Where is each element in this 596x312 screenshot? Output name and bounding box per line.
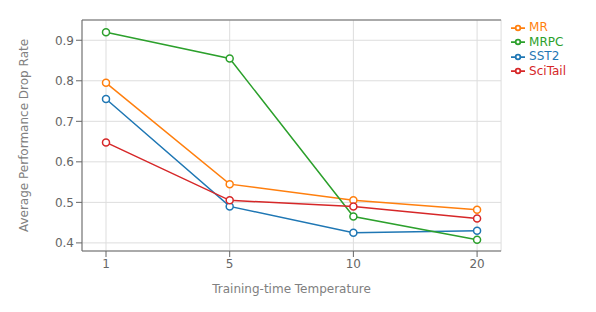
svg-text:0.6: 0.6 xyxy=(55,155,74,169)
svg-text:Training-time Temperature: Training-time Temperature xyxy=(211,282,371,296)
html-text:MRPC: MRPC xyxy=(529,34,564,49)
svg-text:0.5: 0.5 xyxy=(55,196,74,210)
svg-text:20: 20 xyxy=(469,257,484,271)
svg-text:10: 10 xyxy=(346,257,361,271)
svg-text:0.9: 0.9 xyxy=(55,34,74,48)
svg-text:Average Performance Drop Rate: Average Performance Drop Rate xyxy=(17,39,31,232)
html-text:MR: MR xyxy=(529,20,548,34)
svg-text:0.7: 0.7 xyxy=(55,115,74,129)
svg-text:1: 1 xyxy=(102,257,110,271)
html-text:SST2: SST2 xyxy=(529,49,560,63)
html-text:SciTail: SciTail xyxy=(529,63,566,78)
svg-text:0.8: 0.8 xyxy=(55,74,74,88)
svg-text:0.4: 0.4 xyxy=(55,236,74,250)
svg-text:5: 5 xyxy=(226,257,234,271)
